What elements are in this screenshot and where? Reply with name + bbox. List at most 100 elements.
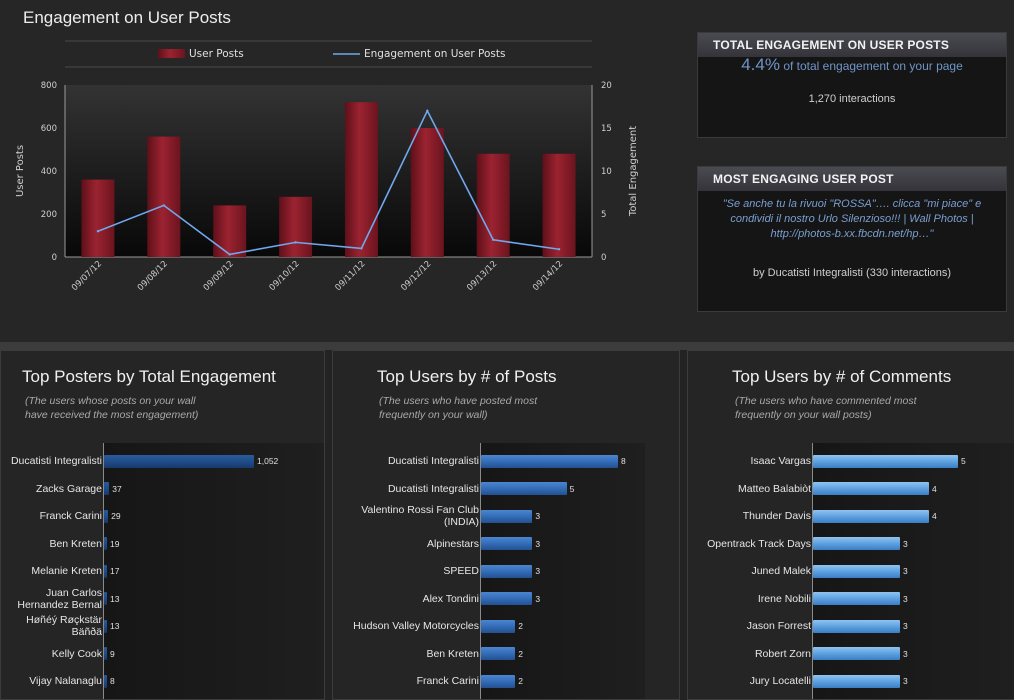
point-engagement — [557, 248, 561, 251]
bar-value: 19 — [110, 538, 120, 549]
bar-value: 13 — [110, 621, 120, 631]
most-engaging-header: MOST ENGAGING USER POST — [698, 167, 1006, 191]
x-tick-label: 09/08/12 — [136, 259, 170, 293]
row-label: Kelly Cook — [51, 647, 102, 660]
row-label: Juan Carlos Hernandez Bernal — [17, 586, 102, 611]
bar-value: 3 — [903, 538, 908, 549]
row-label: Melanie Kreten — [31, 565, 102, 577]
panel-subtitle: (The users who have commented most freque… — [735, 394, 917, 422]
bar-value: 2 — [518, 621, 523, 631]
panel-title: Top Posters by Total Engagement — [22, 367, 276, 386]
bar-value: 37 — [112, 483, 122, 494]
percent-value: 4.4% — [741, 55, 780, 74]
bar-value: 2 — [518, 676, 523, 686]
bar-value: 8 — [110, 676, 115, 686]
bar-user-posts — [410, 128, 444, 257]
row-label: Matteo Balabiòt — [738, 482, 811, 495]
row-label: Ben Kreten — [426, 647, 479, 660]
bar — [813, 482, 929, 495]
bar-value: 3 — [903, 566, 908, 576]
y2-tick-label: 5 — [601, 210, 606, 220]
interactions-count: 1,270 interactions — [808, 93, 896, 105]
point-engagement — [228, 253, 231, 256]
row-label: Juned Malek — [751, 565, 811, 577]
post-quote[interactable]: "Se anche tu la rivuoi "ROSSA"…. clicca … — [722, 198, 982, 240]
bar-value: 3 — [903, 648, 908, 659]
bar-value: 5 — [569, 483, 575, 494]
x-tick-label: 09/10/12 — [268, 259, 302, 293]
y2-tick-label: 10 — [601, 167, 612, 177]
bar — [481, 454, 618, 468]
legend-label-user-posts: User Posts — [189, 48, 244, 60]
point-engagement — [294, 241, 297, 244]
row-label: Alex Tondini — [422, 592, 479, 605]
bar — [104, 482, 110, 495]
legend-label-engagement: Engagement on User Posts — [364, 48, 505, 60]
row-label: Ducatisti Integralisti — [387, 482, 479, 495]
subtitle-line: (The users who have commented most — [735, 395, 917, 407]
row-label: Robert Zorn — [754, 647, 811, 660]
subtitle-line: have received the most engagement) — [25, 409, 199, 421]
bar — [813, 537, 900, 550]
row-label: Franck Carini — [416, 675, 479, 687]
bar — [104, 564, 107, 578]
row-label: Thunder Davis — [742, 510, 811, 522]
subtitle-line: (The users who have posted most — [379, 395, 538, 407]
row-label: Zacks Garage — [36, 482, 102, 495]
bar — [481, 564, 533, 578]
bar — [104, 509, 109, 523]
row-label: SPEED — [443, 565, 479, 577]
most-engaging-card: MOST ENGAGING USER POST "Se anche tu la … — [697, 166, 1007, 312]
bar-user-posts — [542, 153, 576, 257]
panel-subtitle: (The users who have posted most frequentl… — [379, 394, 537, 422]
row-label: Ben Kreten — [49, 537, 102, 550]
panel-subtitle: (The users whose posts on your wall have … — [25, 394, 198, 422]
bar — [104, 619, 107, 633]
row-label: Ducatisti Integralisti — [10, 455, 102, 467]
bar — [813, 509, 929, 523]
bar-user-posts — [213, 205, 247, 257]
bar — [104, 454, 254, 468]
x-tick-label: 09/11/12 — [333, 259, 367, 293]
panel-title: Top Users by # of Posts — [377, 367, 557, 386]
bar-value: 4 — [932, 483, 937, 494]
row-label: Vijay Nalanaglu — [29, 675, 102, 687]
y2-tick-label: 20 — [601, 81, 612, 91]
y-axis-title: User Posts — [15, 145, 26, 197]
bar-user-posts — [344, 102, 378, 257]
row-label: Alpinestars — [427, 537, 479, 550]
bar-value: 29 — [111, 511, 121, 521]
panel-top-posters: Top Posters by Total Engagement (The use… — [0, 350, 325, 700]
bar — [481, 674, 516, 688]
row-label: Irene Nobili — [757, 592, 811, 605]
row-label: Valentino Rossi Fan Club (INDIA) — [361, 504, 479, 528]
point-engagement — [491, 238, 495, 241]
bar-value: 5 — [961, 456, 966, 466]
line-engagement — [97, 108, 560, 256]
plot-area — [65, 85, 592, 257]
bar — [104, 647, 107, 660]
y-tick-label: 600 — [41, 124, 57, 134]
y2-axis-title: Total Engagement — [628, 126, 639, 217]
bar — [104, 537, 107, 550]
bar — [481, 537, 533, 550]
bar-value: 3 — [903, 676, 908, 686]
x-tick-label: 09/13/12 — [465, 259, 499, 293]
bar-value: 3 — [903, 621, 908, 631]
bar — [481, 592, 533, 605]
row-label: Isaac Vargas — [750, 455, 811, 467]
subtitle-line: (The users whose posts on your wall — [25, 395, 196, 407]
bar — [813, 592, 900, 605]
bar-user-posts — [81, 179, 115, 257]
bar — [481, 509, 533, 523]
panel-top-users-comments: Top Users by # of Comments (The users wh… — [687, 350, 1014, 700]
bar-user-posts — [279, 196, 313, 257]
post-author: by Ducatisti Integralisti (330 interacti… — [752, 267, 952, 279]
bar-value: 9 — [110, 648, 115, 659]
total-engagement-card: TOTAL ENGAGEMENT ON USER POSTS 4.4% of t… — [697, 32, 1007, 138]
bar — [813, 674, 900, 688]
bar-value: 17 — [110, 566, 120, 576]
x-tick-label: 09/07/12 — [70, 259, 104, 293]
x-tick-label: 09/09/12 — [202, 259, 236, 293]
row-label: Jason Forrest — [746, 620, 811, 632]
